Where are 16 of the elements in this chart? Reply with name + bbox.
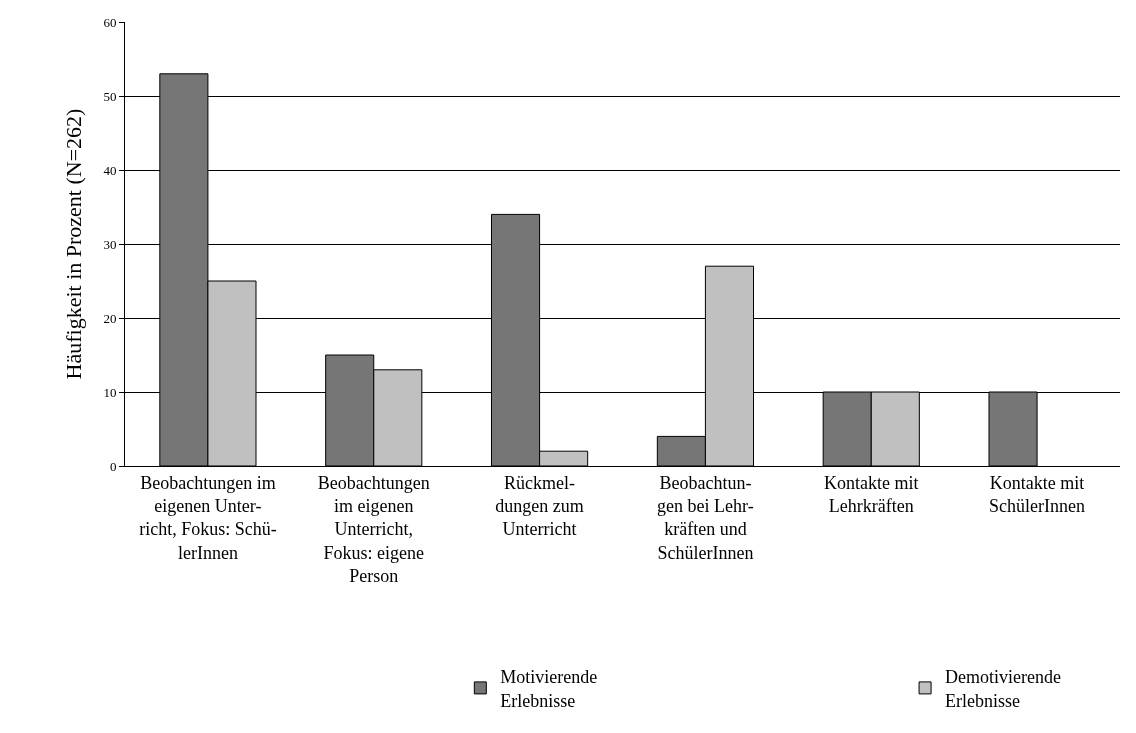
x-tick-label: Beobachtungen im eigenen Unterricht, Fokus: eigene Person — [317, 472, 430, 587]
y-tick-label: 20 — [103, 310, 117, 326]
y-tick-label: 10 — [103, 384, 117, 400]
x-tick-label: Kontakte mit Lehrkräften — [824, 472, 919, 516]
legend-label: Motivierende Erlebnisse — [500, 667, 598, 711]
y-tick-label: 0 — [109, 458, 117, 474]
y-tick-label: 40 — [103, 162, 117, 178]
y-tick-label: 50 — [103, 88, 117, 104]
x-tick-label: Rückmel- dungen zum Unterricht — [495, 472, 584, 540]
x-tick-label: Beobachtungen im eigenen Unter- richt, Fokus: Schü- lerInnen — [139, 472, 277, 563]
y-tick-label: 30 — [103, 236, 117, 252]
y-axis-title: Häufigkeit in Prozent (N=262) — [61, 108, 87, 380]
x-tick-label: Beobachtun- gen bei Lehr- kräften und SchülerInnen — [657, 472, 754, 563]
y-tick-label: 60 — [103, 14, 117, 30]
x-tick-label: Kontakte mit SchülerInnen — [989, 472, 1086, 516]
legend-label: Demotivierende Erlebnisse — [945, 667, 1062, 711]
